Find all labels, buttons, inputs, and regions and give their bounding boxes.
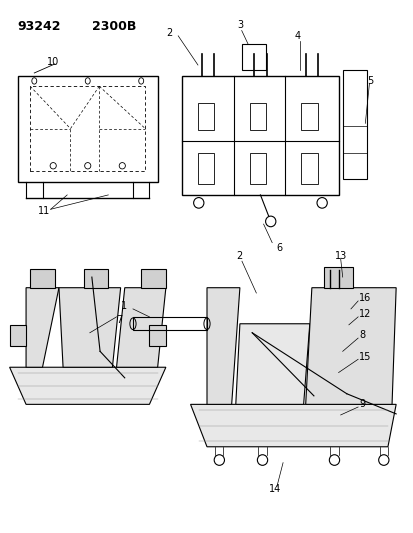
Bar [241, 44, 266, 70]
Bar [197, 152, 214, 184]
Bar [141, 269, 166, 288]
Polygon shape [9, 367, 166, 405]
Text: 8: 8 [358, 330, 364, 341]
Text: 14: 14 [268, 484, 280, 494]
Text: 2300B: 2300B [92, 20, 136, 33]
Bar [83, 269, 108, 288]
Text: 10: 10 [47, 58, 59, 67]
Text: 11: 11 [38, 206, 50, 216]
Bar [18, 76, 157, 182]
Text: 3: 3 [237, 20, 242, 30]
Text: 15: 15 [358, 352, 370, 361]
Text: 7: 7 [116, 314, 123, 325]
Text: 2: 2 [235, 251, 242, 261]
Bar [182, 76, 338, 195]
Bar [249, 152, 265, 184]
Polygon shape [305, 288, 395, 405]
Text: 16: 16 [358, 293, 370, 303]
Polygon shape [190, 405, 395, 447]
Text: 93242: 93242 [18, 20, 61, 33]
Text: 2: 2 [166, 28, 172, 38]
Text: 5: 5 [366, 76, 373, 86]
Polygon shape [206, 288, 239, 405]
Polygon shape [235, 324, 309, 405]
Bar [300, 103, 317, 130]
Bar [9, 325, 26, 346]
Polygon shape [26, 288, 59, 367]
Bar [323, 266, 352, 288]
Text: 12: 12 [358, 309, 370, 319]
Bar [30, 269, 55, 288]
Bar [342, 70, 366, 179]
Bar [249, 103, 265, 130]
Bar [300, 152, 317, 184]
Bar [30, 86, 145, 171]
Bar [133, 317, 206, 330]
Polygon shape [116, 288, 166, 367]
Text: 6: 6 [275, 243, 282, 253]
Text: 13: 13 [334, 251, 346, 261]
Text: 4: 4 [294, 31, 300, 41]
Bar [149, 325, 166, 346]
Bar [197, 103, 214, 130]
Polygon shape [59, 288, 120, 367]
Text: 9: 9 [358, 399, 364, 409]
Text: 1: 1 [120, 301, 126, 311]
